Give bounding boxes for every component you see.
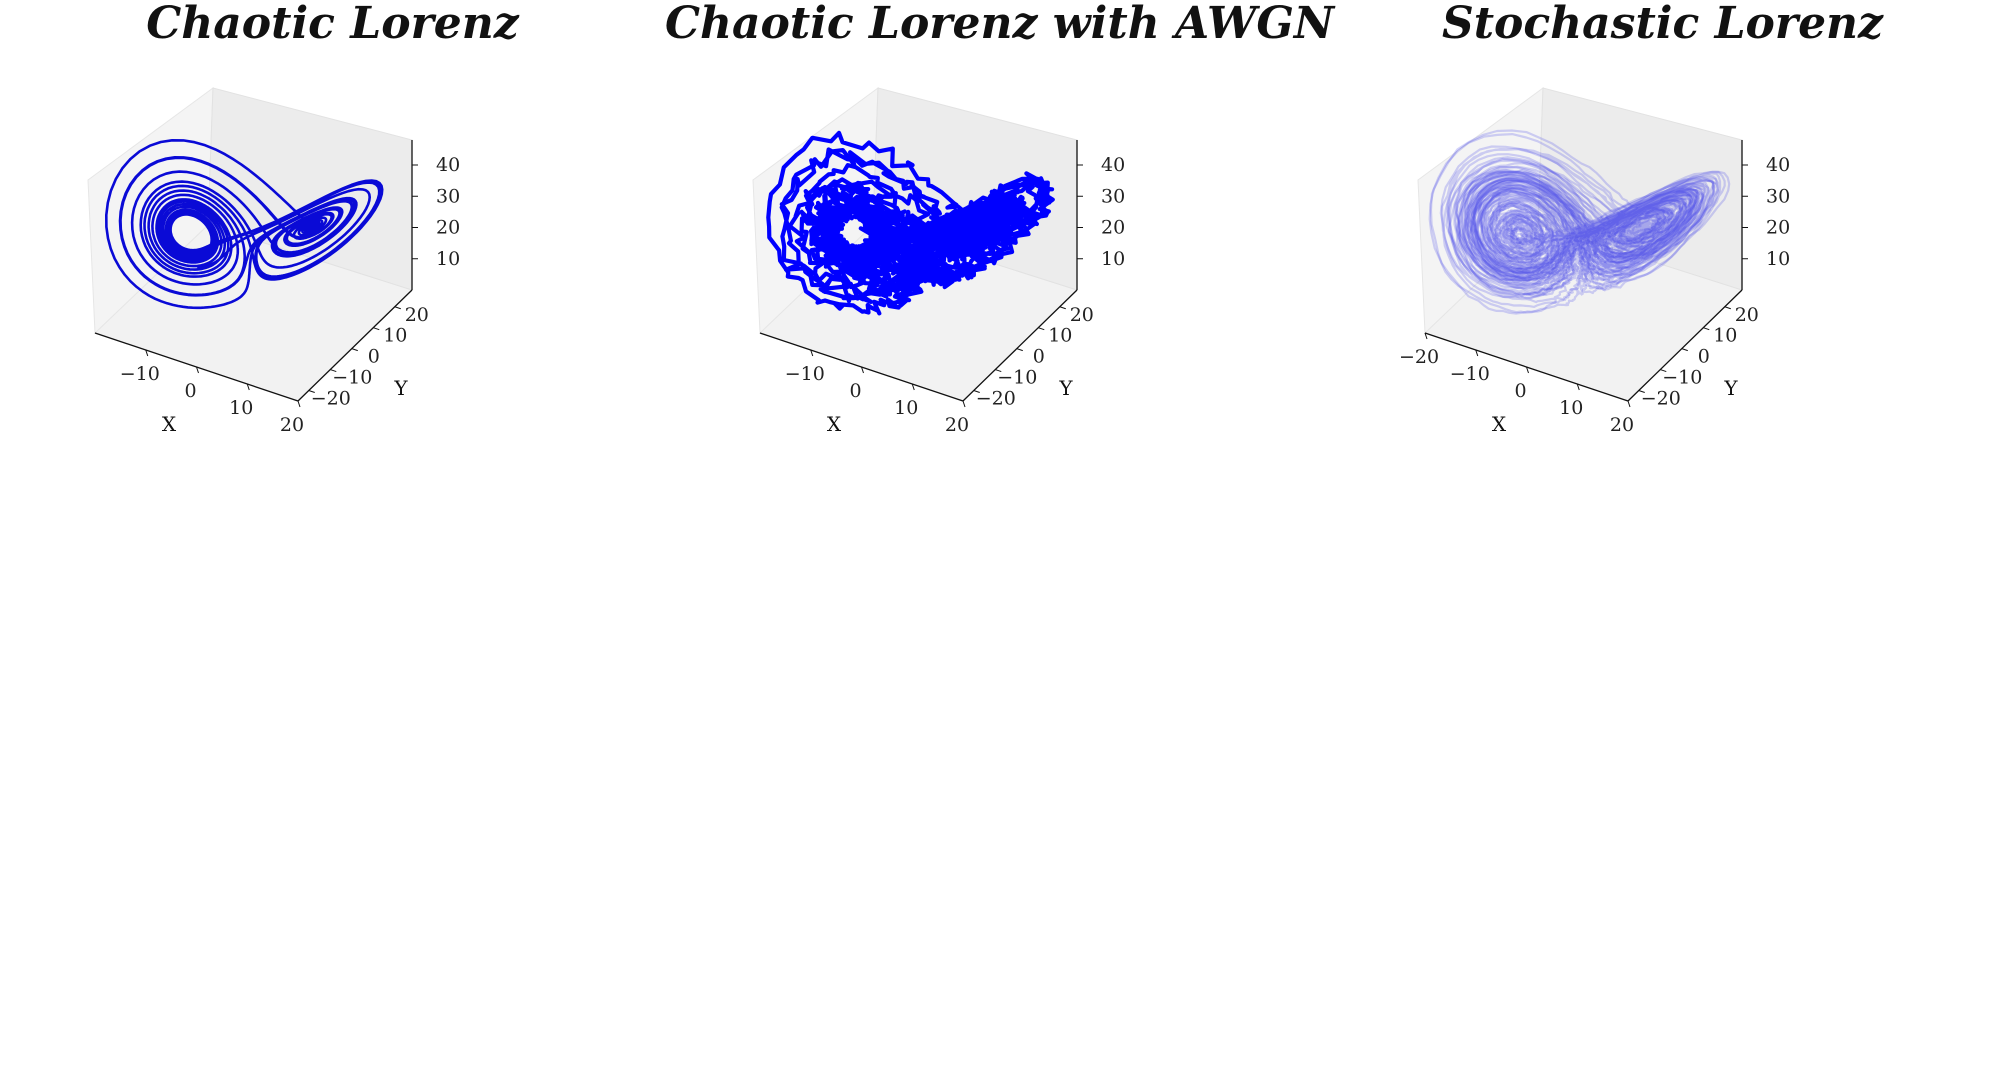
chart-panel-stochastic-lorenz: Stochastic Lorenz −20 −10 0 10 20 −20 −10 0 10 20… xyxy=(1330,0,1995,600)
chart-panel-chaotic-lorenz-awgn: Chaotic Lorenz with AWGN −10 0 10 20 −20 −10 0… xyxy=(665,0,1335,600)
y-axis-label: Y xyxy=(393,376,408,400)
series-trajectory-awgn xyxy=(766,130,1055,316)
x-tick-mark xyxy=(810,349,814,357)
x-tick-label: 0 xyxy=(849,380,861,402)
y-axis-line xyxy=(297,289,413,402)
y-tick-mark xyxy=(394,306,401,310)
z-tick-label: 20 xyxy=(1766,217,1790,239)
y-tick-label: 10 xyxy=(383,325,407,347)
y-tick-mark xyxy=(373,327,380,331)
x-tick-label: 10 xyxy=(1559,397,1583,419)
series-trajectory-realization xyxy=(1447,158,1731,297)
x-tick-mark xyxy=(962,400,966,408)
z-tick-label: 40 xyxy=(1766,154,1790,176)
y-tick-mark xyxy=(351,348,358,352)
z-tick-label: 40 xyxy=(436,154,460,176)
x-tick-mark xyxy=(1475,349,1479,357)
y-tick-mark xyxy=(1681,348,1688,352)
y-tick-label: −10 xyxy=(332,367,372,389)
y-tick-mark xyxy=(1724,306,1731,310)
x-tick-label: 10 xyxy=(229,397,253,419)
x-tick-label: 10 xyxy=(894,397,918,419)
x-tick-mark xyxy=(1627,400,1631,408)
z-tick-label: 10 xyxy=(436,248,460,270)
series-trajectory-realization xyxy=(1428,129,1705,314)
y-tick-mark xyxy=(1660,369,1667,373)
x-tick-label: 0 xyxy=(1514,380,1526,402)
y-tick-mark xyxy=(1038,327,1045,331)
y-tick-label: −10 xyxy=(1662,367,1702,389)
x-tick-label: −10 xyxy=(785,363,825,385)
series-trajectory-realization xyxy=(1445,153,1720,297)
y-tick-mark xyxy=(1016,348,1023,352)
chart-panel-chaotic-lorenz: Chaotic Lorenz −10 0 10 20 −20 −10 0 10 20 10 20 30… xyxy=(0,0,665,600)
y-axis-line xyxy=(1627,289,1743,402)
x-axis-label: X xyxy=(162,412,177,436)
y-tick-mark xyxy=(1703,327,1710,331)
x-tick-label: 20 xyxy=(945,414,969,436)
y-tick-label: −20 xyxy=(311,388,351,410)
x-tick-mark xyxy=(196,366,199,374)
series-trajectory-realization xyxy=(1429,133,1717,315)
z-tick-label: 30 xyxy=(436,185,460,207)
chart-title: Chaotic Lorenz with AWGN xyxy=(665,0,1335,49)
y-tick-label: 10 xyxy=(1713,325,1737,347)
series-trajectory-realization xyxy=(1446,156,1715,296)
x-tick-mark xyxy=(1526,366,1529,374)
x-tick-mark xyxy=(145,349,149,357)
x-tick-mark xyxy=(246,383,250,391)
z-tick-label: 30 xyxy=(1766,185,1790,207)
x-axis-label: X xyxy=(827,412,842,436)
x-tick-label: −10 xyxy=(1450,363,1490,385)
x-tick-mark xyxy=(1576,383,1580,391)
y-tick-mark xyxy=(1059,306,1066,310)
y-tick-label: −20 xyxy=(1641,388,1681,410)
y-axis-label: Y xyxy=(1723,376,1738,400)
y-tick-label: 20 xyxy=(405,304,429,326)
z-tick-label: 30 xyxy=(1101,185,1125,207)
chart-title: Stochastic Lorenz xyxy=(1441,0,1884,49)
x-tick-label: 0 xyxy=(184,380,196,402)
y-tick-mark xyxy=(308,390,315,394)
y-tick-mark xyxy=(995,369,1002,373)
x-tick-mark xyxy=(861,366,864,374)
y-tick-label: 20 xyxy=(1070,304,1094,326)
z-tick-label: 20 xyxy=(436,217,460,239)
y-tick-label: 0 xyxy=(368,346,380,368)
series-trajectory-realization xyxy=(1455,166,1726,290)
y-axis-label: Y xyxy=(1058,376,1073,400)
x-axis-label: X xyxy=(1492,412,1507,436)
x-tick-label: 20 xyxy=(1610,414,1634,436)
x-tick-mark xyxy=(1424,332,1428,340)
y-tick-label: 20 xyxy=(1735,304,1759,326)
y-tick-label: −10 xyxy=(997,367,1037,389)
y-axis-line xyxy=(962,289,1078,402)
z-tick-label: 10 xyxy=(1101,248,1125,270)
y-tick-label: −20 xyxy=(976,388,1016,410)
z-tick-label: 10 xyxy=(1766,248,1790,270)
z-tick-label: 20 xyxy=(1101,217,1125,239)
x-tick-label: −20 xyxy=(1399,346,1439,368)
z-tick-label: 40 xyxy=(1101,154,1125,176)
y-tick-mark xyxy=(330,369,337,373)
series-trajectory xyxy=(105,139,384,310)
x-tick-mark xyxy=(911,383,915,391)
x-tick-label: 20 xyxy=(280,414,304,436)
chart-title: Chaotic Lorenz xyxy=(146,0,519,49)
y-tick-label: 0 xyxy=(1698,346,1710,368)
y-tick-label: 0 xyxy=(1033,346,1045,368)
x-tick-mark xyxy=(297,400,301,408)
y-tick-label: 10 xyxy=(1048,325,1072,347)
y-tick-mark xyxy=(1638,390,1645,394)
y-tick-mark xyxy=(973,390,980,394)
x-tick-label: −10 xyxy=(120,363,160,385)
